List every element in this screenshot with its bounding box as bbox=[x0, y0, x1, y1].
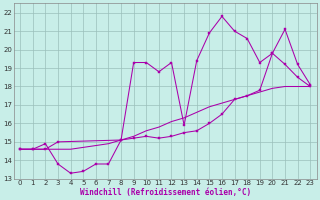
X-axis label: Windchill (Refroidissement éolien,°C): Windchill (Refroidissement éolien,°C) bbox=[80, 188, 251, 197]
